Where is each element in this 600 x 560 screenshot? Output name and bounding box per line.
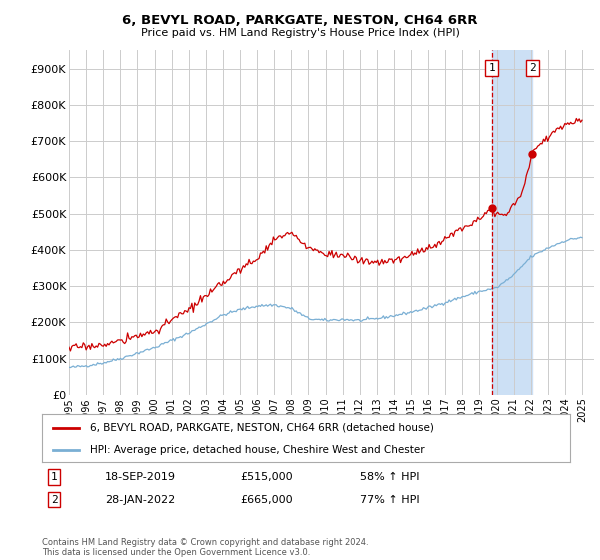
Bar	[492, 50, 532, 395]
Text: 2: 2	[50, 494, 58, 505]
Text: 18-SEP-2019: 18-SEP-2019	[105, 472, 176, 482]
Text: Contains HM Land Registry data © Crown copyright and database right 2024.
This d: Contains HM Land Registry data © Crown c…	[42, 538, 368, 557]
Text: 6, BEVYL ROAD, PARKGATE, NESTON, CH64 6RR (detached house): 6, BEVYL ROAD, PARKGATE, NESTON, CH64 6R…	[89, 423, 433, 433]
Text: 77% ↑ HPI: 77% ↑ HPI	[360, 494, 419, 505]
Text: HPI: Average price, detached house, Cheshire West and Chester: HPI: Average price, detached house, Ches…	[89, 445, 424, 455]
Text: 2: 2	[529, 63, 535, 73]
Text: 28-JAN-2022: 28-JAN-2022	[105, 494, 175, 505]
Text: £665,000: £665,000	[240, 494, 293, 505]
Text: £515,000: £515,000	[240, 472, 293, 482]
Text: Price paid vs. HM Land Registry's House Price Index (HPI): Price paid vs. HM Land Registry's House …	[140, 28, 460, 38]
Text: 1: 1	[488, 63, 495, 73]
Text: 1: 1	[50, 472, 58, 482]
Text: 58% ↑ HPI: 58% ↑ HPI	[360, 472, 419, 482]
Text: 6, BEVYL ROAD, PARKGATE, NESTON, CH64 6RR: 6, BEVYL ROAD, PARKGATE, NESTON, CH64 6R…	[122, 14, 478, 27]
